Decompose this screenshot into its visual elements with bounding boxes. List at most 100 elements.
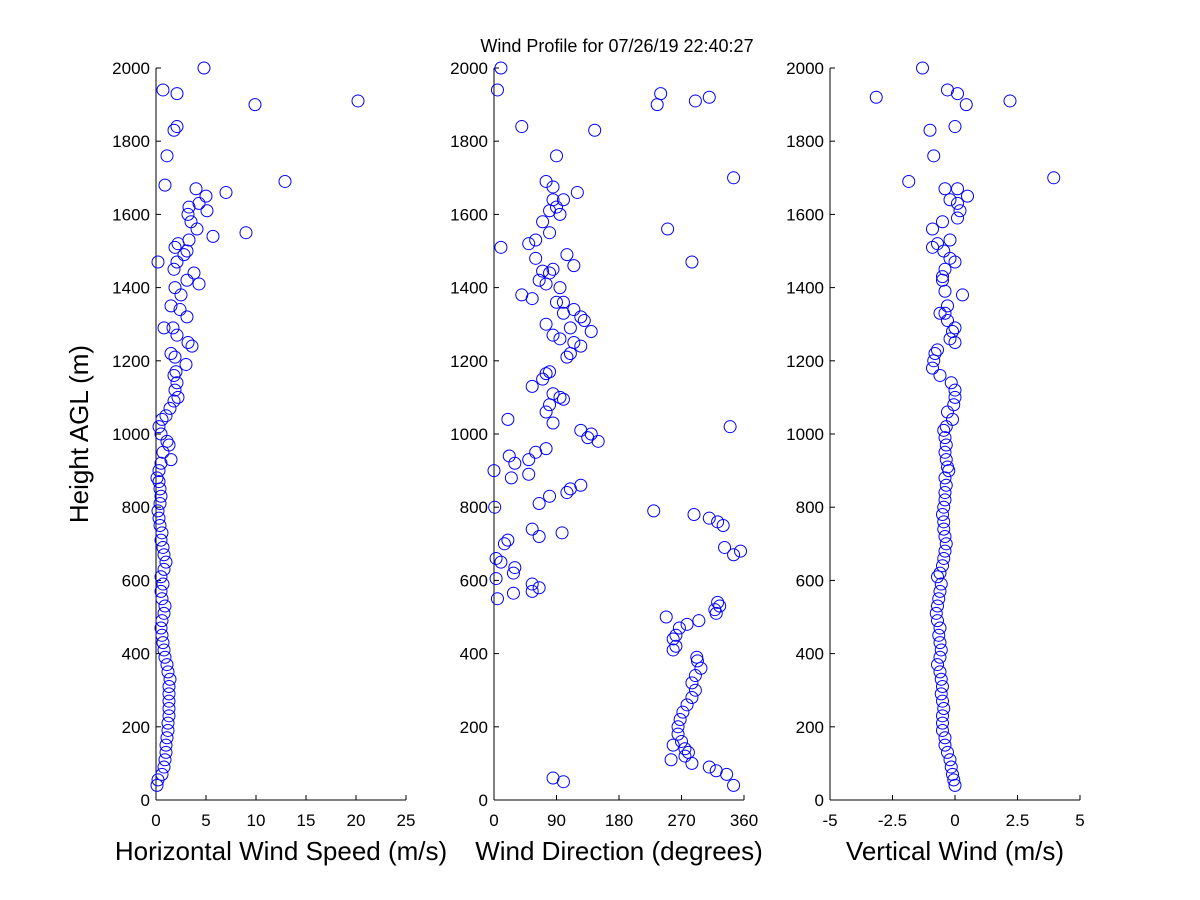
y-tick-label: 600 xyxy=(122,571,150,590)
data-point xyxy=(936,723,949,737)
data-point xyxy=(550,200,563,214)
data-point xyxy=(934,687,948,701)
data-point xyxy=(926,222,939,236)
data-point xyxy=(938,529,952,543)
y-tick-label: 0 xyxy=(141,791,150,810)
data-point xyxy=(199,189,213,203)
data-point xyxy=(943,753,957,767)
data-point xyxy=(543,489,557,503)
data-point xyxy=(948,120,962,134)
y-tick-label: 1600 xyxy=(450,205,488,224)
data-point xyxy=(946,325,959,339)
data-point xyxy=(702,90,716,104)
data-point xyxy=(151,504,165,518)
data-point xyxy=(197,61,211,75)
data-point xyxy=(941,83,954,97)
data-point xyxy=(1003,94,1017,108)
data-point xyxy=(555,526,569,540)
data-point xyxy=(563,321,577,335)
data-point xyxy=(159,555,173,569)
data-point xyxy=(543,266,557,280)
data-point xyxy=(937,551,951,565)
data-point xyxy=(174,288,188,302)
data-point xyxy=(539,174,553,188)
data-point xyxy=(163,672,177,686)
data-point xyxy=(574,423,588,437)
y-tick-label: 1200 xyxy=(786,352,824,371)
data-point xyxy=(947,773,961,787)
data-point xyxy=(539,405,553,419)
y-axis-label: Height AGL (m) xyxy=(64,345,94,523)
data-point xyxy=(931,343,944,357)
data-point xyxy=(931,570,944,584)
data-point xyxy=(181,336,195,349)
data-point xyxy=(702,511,716,525)
data-point xyxy=(155,628,169,642)
data-point xyxy=(168,240,182,254)
y-tick-label: 400 xyxy=(460,645,488,664)
data-point xyxy=(931,614,944,628)
data-point xyxy=(941,745,954,759)
data-point xyxy=(933,650,947,664)
horizontal-wind-speed-panel: 0 200 400 600 800 1000 1200 1400 1600 1800 2000 0 5 1… xyxy=(64,59,447,866)
data-point xyxy=(171,237,185,251)
data-point xyxy=(159,409,173,423)
data-point xyxy=(939,478,953,492)
data-point xyxy=(497,537,511,551)
x-tick-label: -5 xyxy=(822,811,837,830)
data-point xyxy=(529,233,543,247)
data-point xyxy=(154,570,168,584)
x-tick-label: 270 xyxy=(667,811,695,830)
data-point xyxy=(938,486,952,500)
data-point xyxy=(943,332,957,346)
data-point xyxy=(150,778,164,792)
data-point xyxy=(206,229,220,243)
data-point xyxy=(189,182,203,196)
data-point xyxy=(506,586,520,600)
data-point xyxy=(560,486,574,500)
data-point xyxy=(190,222,204,236)
data-point xyxy=(556,193,570,207)
data-point xyxy=(680,698,694,712)
data-point xyxy=(152,420,166,434)
data-point xyxy=(933,368,947,382)
data-point xyxy=(154,533,168,547)
data-point xyxy=(948,390,962,404)
data-point xyxy=(936,694,949,708)
x-tick-label: 5 xyxy=(201,811,210,830)
data-point xyxy=(525,522,539,536)
data-point xyxy=(666,738,680,752)
data-point xyxy=(951,87,964,101)
data-point xyxy=(711,595,725,609)
data-point xyxy=(546,416,560,430)
data-point xyxy=(937,244,951,258)
y-tick-label: 1000 xyxy=(450,425,488,444)
data-point xyxy=(688,683,702,697)
y-tick-label: 2000 xyxy=(786,59,824,78)
data-point xyxy=(928,346,942,360)
data-point xyxy=(647,504,661,518)
x-tick-label: 15 xyxy=(297,811,316,830)
data-point xyxy=(938,544,952,558)
data-point xyxy=(508,561,522,575)
data-point xyxy=(934,643,948,657)
x-axis-label: Horizontal Wind Speed (m/s) xyxy=(115,836,447,866)
x-tick-label: 90 xyxy=(547,811,566,830)
data-point xyxy=(532,581,546,595)
y-tick-label: 200 xyxy=(460,718,488,737)
data-point xyxy=(536,264,550,278)
data-point xyxy=(529,251,543,265)
y-tick-label: 1800 xyxy=(112,132,150,151)
data-point xyxy=(543,226,557,240)
data-point xyxy=(690,650,704,664)
data-point xyxy=(688,94,702,108)
data-point xyxy=(716,519,730,532)
data-point xyxy=(501,412,515,426)
data-point xyxy=(155,614,169,628)
data-point xyxy=(180,244,194,258)
data-point xyxy=(727,778,741,792)
data-point xyxy=(664,753,678,767)
data-point xyxy=(173,303,187,317)
data-point xyxy=(506,566,520,580)
